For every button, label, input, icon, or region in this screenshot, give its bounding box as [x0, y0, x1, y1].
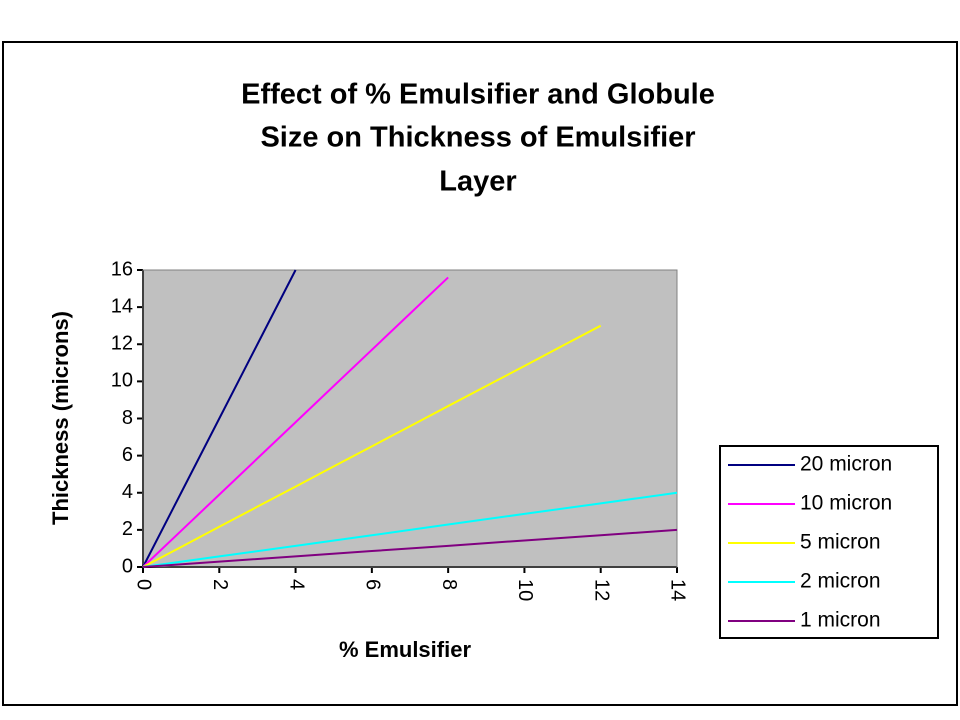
y-tick-label: 4: [122, 481, 133, 503]
legend-label: 10 micron: [800, 492, 892, 515]
legend-label: 20 micron: [800, 453, 892, 476]
y-tick-label: 2: [122, 518, 133, 540]
x-tick-label: 6: [362, 579, 384, 590]
x-tick-label: 12: [590, 579, 612, 601]
x-tick-label: 14: [667, 579, 689, 601]
chart-title: Layer: [439, 166, 516, 198]
y-tick-label: 16: [111, 258, 133, 280]
y-tick-label: 12: [111, 333, 133, 355]
chart-title: Size on Thickness of Emulsifier: [260, 122, 695, 154]
x-tick-label: 10: [514, 579, 536, 601]
x-tick-label: 0: [133, 579, 155, 590]
y-tick-label: 8: [122, 407, 133, 429]
y-tick-label: 0: [122, 555, 133, 577]
x-tick-label: 4: [285, 579, 307, 590]
y-tick-label: 10: [111, 370, 133, 392]
chart-title: Effect of % Emulsifier and Globule: [241, 79, 715, 111]
legend-label: 2 micron: [800, 570, 881, 593]
series-line: [142, 324, 602, 568]
y-tick-label: 14: [111, 295, 133, 317]
series-line: [142, 276, 449, 568]
y-axis-label: Thickness (microns): [48, 311, 73, 525]
series-line: [142, 491, 678, 568]
plot-border: [142, 269, 678, 568]
legend-label: 1 micron: [800, 609, 881, 632]
x-tick-label: 2: [209, 579, 231, 590]
legend-label: 5 micron: [800, 531, 881, 554]
y-tick-label: 6: [122, 444, 133, 466]
x-axis-label: % Emulsifier: [339, 637, 471, 662]
series-line: [142, 528, 678, 568]
series-line: [142, 269, 297, 568]
plot-area: [143, 270, 677, 567]
x-tick-label: 8: [438, 579, 460, 590]
